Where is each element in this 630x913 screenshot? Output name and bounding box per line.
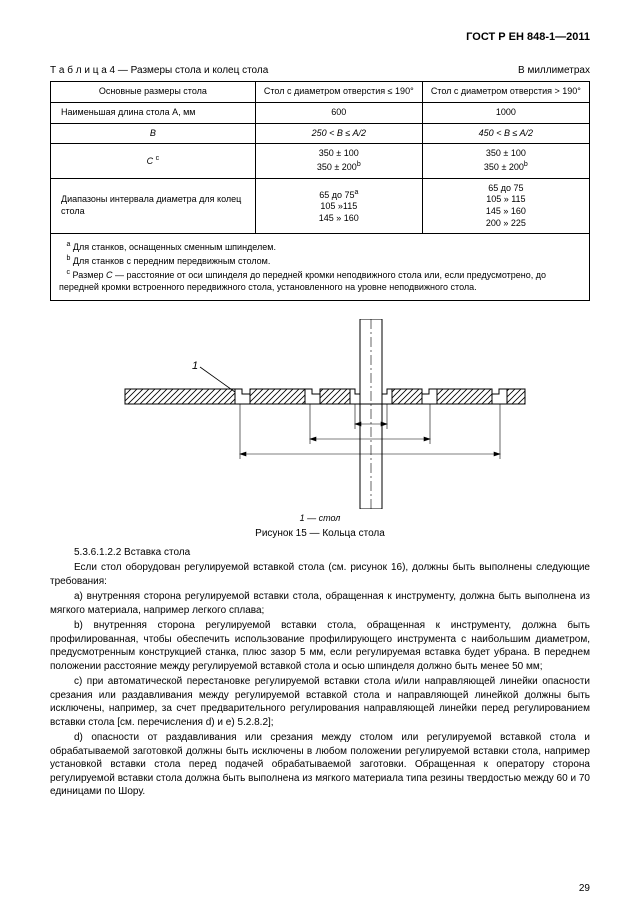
row-a-label: Наименьшая длина стола А, мм <box>51 102 256 123</box>
row-rings-label: Диапазоны интервала диаметра для колец с… <box>51 178 256 234</box>
table-4: Основные размеры стола Стол с диаметром … <box>50 81 590 301</box>
row-b-c2: 250 < B ≤ A/2 <box>255 123 422 144</box>
table-notes: a Для станков, оснащенных сменным шпинде… <box>51 234 590 300</box>
row-c-c2: 350 ± 100350 ± 200b <box>255 144 422 178</box>
th-gt190: Стол с диаметром отверстия > 190° <box>422 82 589 103</box>
figure-15-legend: 1 — стол <box>50 513 590 525</box>
row-a-c2: 600 <box>255 102 422 123</box>
row-rings-c2: 65 до 75a105 »115145 » 160 <box>255 178 422 234</box>
table-caption: Т а б л и ц а 4 — Размеры стола и колец … <box>50 64 590 77</box>
para-c: c) при автоматической перестановке регул… <box>50 675 590 729</box>
para-d: d) опасности от раздавливания или срезан… <box>50 731 590 799</box>
table-caption-left: Т а б л и ц а 4 — Размеры стола и колец … <box>50 64 268 77</box>
fig-leader-1: 1 <box>192 360 198 372</box>
th-le190: Стол с диаметром отверстия ≤ 190° <box>255 82 422 103</box>
row-a-c3: 1000 <box>422 102 589 123</box>
row-b-label: B <box>51 123 256 144</box>
th-sizes: Основные размеры стола <box>51 82 256 103</box>
row-c-c3: 350 ± 100350 ± 200b <box>422 144 589 178</box>
para-intro: Если стол оборудован регулируемой вставк… <box>50 561 590 588</box>
doc-header: ГОСТ Р ЕН 848-1—2011 <box>50 30 590 44</box>
table-caption-right: В миллиметрах <box>518 64 590 77</box>
row-rings-c3: 65 до 75105 » 115145 » 160200 » 225 <box>422 178 589 234</box>
page-number: 29 <box>579 882 590 895</box>
figure-15-caption: Рисунок 15 — Кольца стола <box>50 527 590 540</box>
row-c-label: C c <box>51 144 256 178</box>
para-a: a) внутренняя сторона регулируемой встав… <box>50 590 590 617</box>
figure-15: 1 1 — стол Рисунок 15 — Кольца стола <box>50 319 590 540</box>
row-b-c3: 450 < B ≤ A/2 <box>422 123 589 144</box>
para-b: b) внутренняя сторона регулируемой встав… <box>50 619 590 673</box>
section-5-3-6-1-2-2: 5.3.6.1.2.2 Вставка стола <box>50 546 590 560</box>
